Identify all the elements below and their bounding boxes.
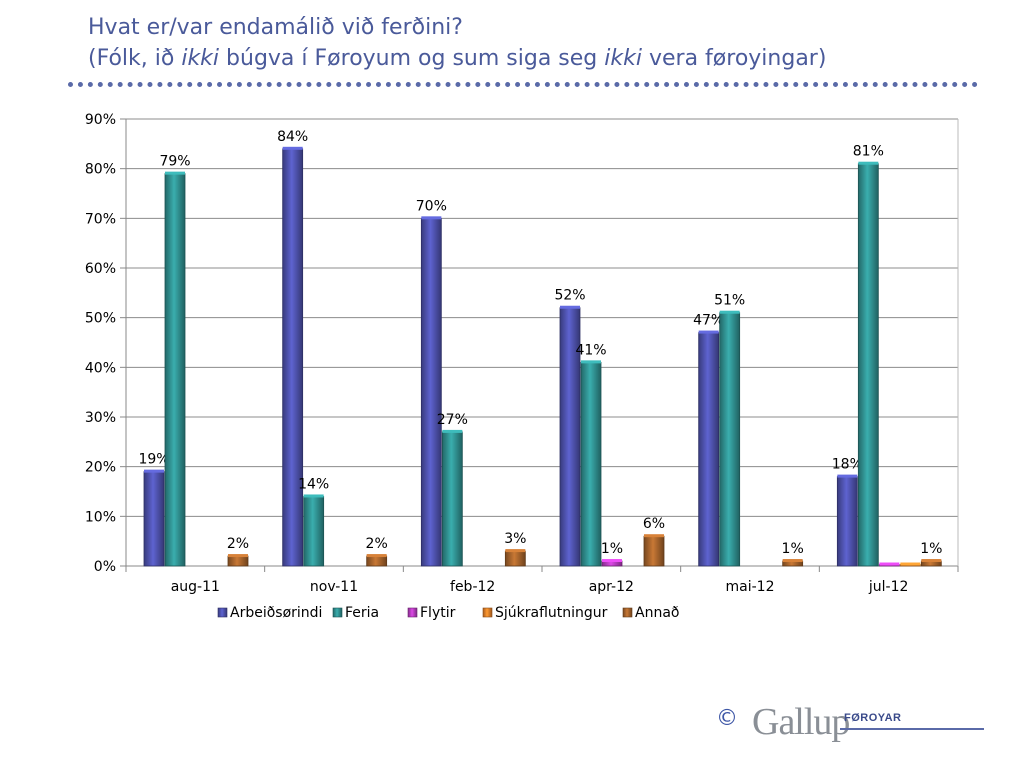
x-tick-label: feb-12 [450,579,495,595]
data-label: 14% [298,476,329,492]
legend-swatch [217,607,228,618]
title-line-1: Hvat er/var endamálið við ferðini? [88,15,463,40]
data-label: 51% [714,293,745,309]
data-label: 6% [643,516,665,532]
legend-label: Arbeiðsørindi [230,605,322,621]
legend-swatch [482,607,493,618]
legend-label: Sjúkraflutningur [495,605,608,621]
y-tick-label: 70% [85,211,116,227]
y-tick-label: 90% [85,112,116,128]
bar [857,163,879,567]
bar-top [303,494,324,498]
bar [698,332,720,567]
gallup-logo-sub: FØROYAR [844,712,902,724]
y-tick-label: 80% [85,162,116,178]
y-tick-label: 10% [85,509,116,525]
legend-swatch [332,607,343,618]
bar-top [366,554,387,558]
title-italic: ikki [604,46,642,71]
bar-chart: 0% 10% 20% 30% 40% 50% 60% 70% 80% 90% aug-11 19% 79… [85,112,959,621]
bar-top [782,559,803,563]
x-tick-label: aug-11 [171,579,220,595]
data-label: 1% [601,541,623,557]
data-label: 19% [138,452,169,468]
bar-top [837,474,858,478]
bar [227,555,249,567]
copyright-symbol: © [716,706,738,731]
title-part: vera føroyingar) [641,46,827,71]
data-label: 47% [693,313,724,329]
bar-top [421,216,442,220]
gallup-logo-line [840,728,984,730]
data-label: 81% [853,144,884,160]
y-tick-label: 50% [85,311,116,327]
title-line-2: (Fólk, ið ikki búgva í Føroyum og sum si… [88,43,988,74]
bar [282,148,304,567]
bar-top [581,360,601,364]
bar [366,555,388,567]
bar-top [719,310,740,314]
title-italic: ikki [181,46,220,71]
bar [441,431,463,567]
data-label: 70% [416,198,447,214]
title-divider [68,82,978,87]
bar-top [698,330,719,334]
bar [420,217,442,567]
data-label: 41% [575,342,606,358]
data-label: 3% [504,531,526,547]
data-label: 2% [227,536,249,552]
y-tick-label: 60% [85,261,116,277]
bar [643,535,665,567]
bar [504,550,526,567]
gallup-logo: Gallup [752,701,850,743]
title-part: (Fólk, ið [88,46,182,71]
y-tick-label: 20% [85,460,116,476]
bar [143,471,165,567]
y-tick-label: 30% [85,410,116,426]
bar [836,476,858,567]
title-part: búgva í Føroyum og sum siga seg [219,46,605,71]
bar [303,496,325,567]
data-label: 2% [366,536,388,552]
data-label: 27% [437,412,468,428]
bar-top [879,562,900,566]
legend-label: Feria [345,605,379,621]
data-label: 79% [159,154,190,170]
bar-top [228,554,248,558]
data-label: 52% [554,288,585,304]
bar-top [442,429,463,433]
chart-title: Hvat er/var endamálið við ferðini? (Fólk… [88,12,988,74]
legend-label: Flytir [420,605,456,621]
legend-swatch [622,607,633,618]
bar-top [505,549,526,553]
bar-top [144,469,164,473]
bar-top [602,559,622,563]
y-tick-label: 0% [94,559,116,575]
bar-top [165,171,185,175]
bar [164,173,186,567]
legend-swatch [407,607,418,618]
data-label: 1% [782,541,804,557]
bar [719,312,741,567]
y-tick-label: 40% [85,360,116,376]
data-label: 18% [832,457,863,473]
x-tick-label: apr-12 [589,579,634,595]
x-tick-label: jul-12 [868,579,909,595]
bar-top [900,562,921,566]
bar [580,361,602,567]
bar-top [858,161,879,165]
bar-top [644,534,664,538]
legend-label: Annað [635,605,679,621]
x-tick-label: nov-11 [310,579,358,595]
x-tick-label: mai-12 [726,579,775,595]
bar-top [560,305,580,309]
bar-top [921,559,942,563]
bar-top [282,146,303,150]
data-label: 1% [920,541,942,557]
data-label: 84% [277,129,308,145]
